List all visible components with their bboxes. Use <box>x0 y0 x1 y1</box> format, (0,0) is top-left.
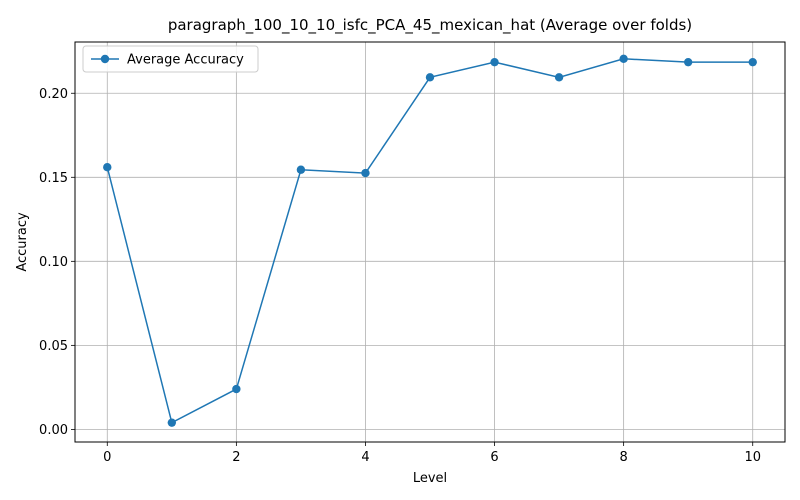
data-point <box>103 163 112 172</box>
x-tick-label: 2 <box>232 450 240 465</box>
x-axis-label: Level <box>413 471 447 486</box>
legend: Average Accuracy <box>82 45 259 73</box>
data-point <box>683 57 693 67</box>
data-point <box>425 73 435 82</box>
data-point <box>232 384 241 394</box>
data-point <box>619 54 628 64</box>
series-layer <box>103 54 757 427</box>
data-point <box>361 168 370 178</box>
legend-box <box>82 45 259 73</box>
chart-title: paragraph_100_10_10_isfc_PCA_45_mexican_… <box>168 16 692 35</box>
y-tick-label: 0.15 <box>39 171 68 186</box>
plot-frame <box>74 41 786 443</box>
x-tick-label: 4 <box>361 450 369 465</box>
grid-lines <box>75 42 785 442</box>
y-tick-label: 0.20 <box>39 87 68 102</box>
data-point <box>748 57 757 67</box>
x-tick-label: 10 <box>744 450 761 465</box>
data-point <box>554 73 564 82</box>
x-tick-label: 8 <box>619 450 627 465</box>
x-tick-label: 0 <box>103 450 111 465</box>
legend-label: Average Accuracy <box>127 53 244 68</box>
data-point <box>167 418 177 427</box>
x-tick-label: 6 <box>490 450 498 465</box>
y-tick-label: 0.05 <box>39 339 68 354</box>
y-tick-label: 0.10 <box>39 255 68 270</box>
y-axis-label: Accuracy <box>15 212 30 272</box>
y-axis-ticks: 0.00 0.05 0.10 0.15 0.20 <box>39 87 75 438</box>
data-point <box>296 165 306 174</box>
data-point <box>490 57 499 67</box>
x-axis-ticks: 0 2 4 6 8 10 <box>103 442 761 465</box>
legend-marker <box>100 54 110 64</box>
y-tick-label: 0.00 <box>39 423 68 438</box>
